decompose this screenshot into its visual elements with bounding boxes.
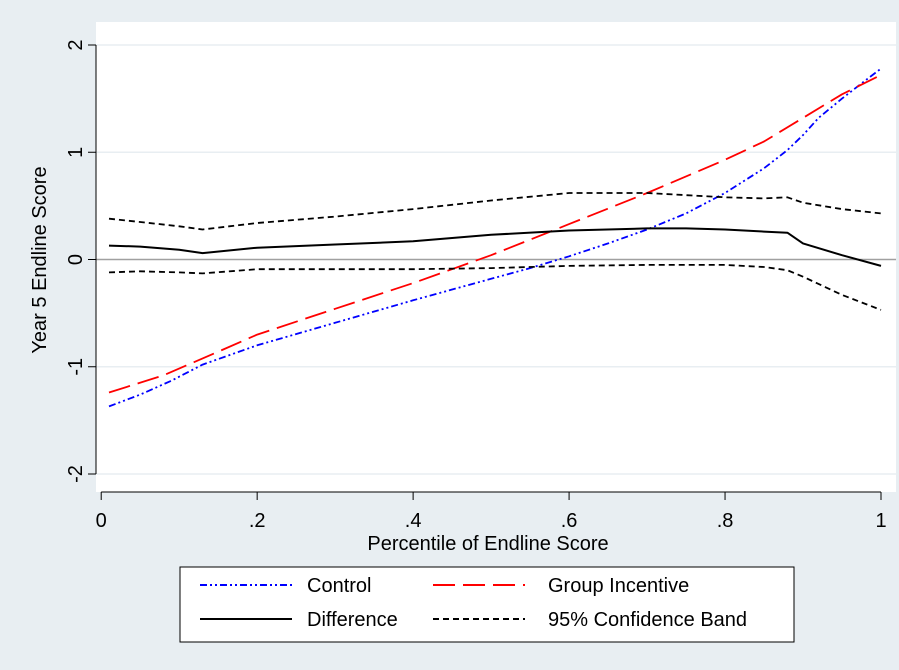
axes: -2 -1 0 1 2 0 .2 .4 .6 .8 1 xyxy=(65,39,887,532)
legend-label-control: Control xyxy=(307,575,371,597)
legend: Control Group Incentive Difference 95% Conf… xyxy=(179,566,795,643)
y-tick-label-2: 0 xyxy=(65,254,87,265)
x-tick-label-3: .6 xyxy=(561,510,578,532)
legend-entries: Control Group Incentive Difference 95% Conf… xyxy=(200,575,747,631)
plot-area xyxy=(96,22,896,492)
y-tick-label-4: 2 xyxy=(65,39,87,50)
series-line-control-0 xyxy=(108,67,882,408)
x-tick-label-0: 0 xyxy=(96,510,107,532)
legend-box xyxy=(179,566,795,643)
x-tick-label-1: .2 xyxy=(249,510,266,532)
series-line-group-incentive-1 xyxy=(108,74,882,394)
x-tick-label-2: .4 xyxy=(405,510,422,532)
x-tick-label-5: 1 xyxy=(875,510,886,532)
x-tick-label-4: .8 xyxy=(717,510,734,532)
y-tick-label-0: -2 xyxy=(65,465,87,483)
series-line-95-confidence-band-3 xyxy=(108,192,882,231)
legend-label-group-incentive: Group Incentive xyxy=(548,575,689,597)
gridlines xyxy=(96,44,896,475)
series-line-confidence-band-lower-4 xyxy=(108,263,882,311)
y-tick-label-3: 1 xyxy=(65,147,87,158)
legend-label-difference: Difference xyxy=(307,609,398,631)
y-axis-label: Year 5 Endline Score xyxy=(29,166,51,353)
x-axis-label: Percentile of Endline Score xyxy=(367,533,608,555)
y-tick-label-1: -1 xyxy=(65,358,87,376)
series-layer xyxy=(108,67,882,408)
series-line-difference-2 xyxy=(108,227,882,267)
legend-label-95-confidence-band: 95% Confidence Band xyxy=(548,609,747,631)
